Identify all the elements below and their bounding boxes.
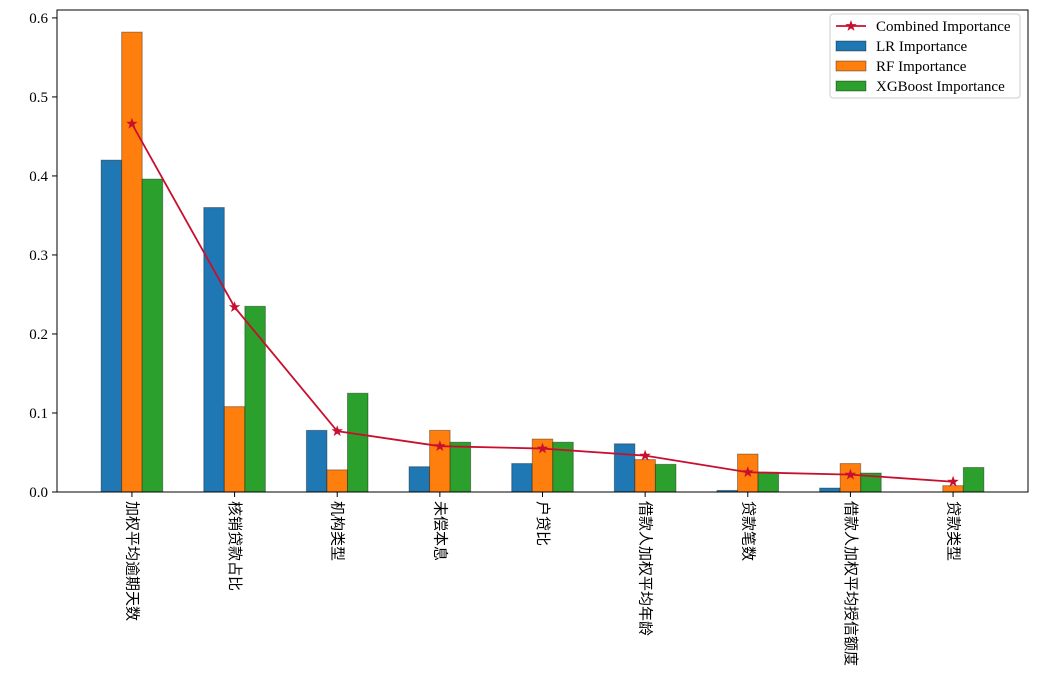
legend-star xyxy=(845,20,857,31)
star-marker xyxy=(947,475,959,487)
bar xyxy=(346,392,369,493)
bar xyxy=(326,469,348,493)
bar xyxy=(839,463,862,493)
star-marker xyxy=(536,442,549,454)
y-tick-label: 0.6 xyxy=(29,11,48,27)
x-tick-label: 未偿本息 xyxy=(431,501,449,561)
bar xyxy=(100,159,123,493)
star-marker xyxy=(639,449,651,461)
y-tick-label: 0.5 xyxy=(29,90,48,106)
bar xyxy=(203,207,225,493)
x-tick-label: 贷款类型 xyxy=(945,501,963,561)
x-tick-label: 借款人加权平均授信额度 xyxy=(842,501,860,666)
bar xyxy=(223,406,246,493)
x-tick-label: 机构类型 xyxy=(329,501,347,561)
legend-label: XGBoost Importance xyxy=(876,79,1005,95)
bar xyxy=(819,487,841,493)
star-marker xyxy=(844,468,857,480)
bar xyxy=(429,429,451,493)
y-tick-label: 0.4 xyxy=(29,169,48,185)
bar xyxy=(613,443,636,493)
x-tick-label: 核销贷款占比 xyxy=(226,501,244,591)
bar xyxy=(121,31,143,493)
x-tick-label: 加权平均逾期天数 xyxy=(123,501,141,621)
bar xyxy=(244,305,266,493)
star-marker xyxy=(331,425,343,436)
bar xyxy=(962,467,985,493)
star-marker xyxy=(742,466,754,478)
bar xyxy=(141,178,164,493)
legend-swatch xyxy=(835,80,867,92)
legend-label: RF Importance xyxy=(876,59,967,75)
y-tick-label: 0.3 xyxy=(29,248,48,264)
legend-swatch xyxy=(835,40,867,52)
y-tick-label: 0.2 xyxy=(29,327,48,343)
star-marker xyxy=(228,301,241,312)
bar xyxy=(408,466,431,493)
x-tick-label: 贷款笔数 xyxy=(739,501,757,561)
bar xyxy=(305,429,328,493)
bar xyxy=(449,441,472,493)
legend-label: Combined Importance xyxy=(876,19,1011,35)
y-tick-label: 0.0 xyxy=(29,485,48,501)
x-tick-label: 户贷比 xyxy=(534,501,552,546)
bar xyxy=(511,463,533,493)
bar xyxy=(757,471,780,493)
legend-box xyxy=(829,13,1021,99)
bar xyxy=(654,463,677,493)
legend-label: LR Importance xyxy=(876,39,968,55)
bar xyxy=(942,485,964,493)
star-marker xyxy=(126,117,138,129)
x-tick-label: 借款人加权平均年龄 xyxy=(637,501,655,636)
y-tick-label: 0.1 xyxy=(29,406,48,422)
bar xyxy=(634,459,656,493)
legend-swatch xyxy=(835,60,867,72)
star-marker xyxy=(434,440,446,451)
